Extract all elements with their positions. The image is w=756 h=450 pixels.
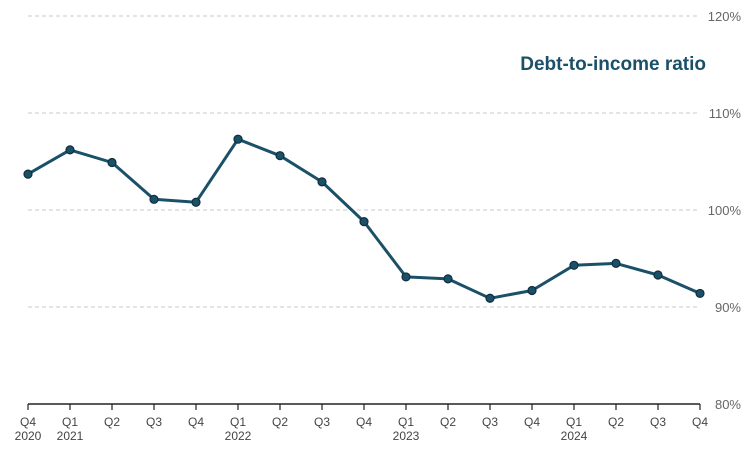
- x-year-label: 2023: [393, 429, 420, 443]
- x-tick-label: Q3: [650, 415, 666, 429]
- data-point: [275, 151, 285, 161]
- data-point: [191, 197, 201, 207]
- data-point: [611, 258, 621, 268]
- x-year-label: 2024: [561, 429, 588, 443]
- data-point: [527, 285, 537, 296]
- chart-title: Debt-to-income ratio: [520, 54, 706, 75]
- x-tick-label: Q2: [272, 415, 288, 429]
- y-tick-label: 80%: [715, 397, 741, 412]
- x-tick-label: Q4: [692, 415, 708, 429]
- data-point: [359, 217, 369, 227]
- x-year-label: 2021: [57, 429, 84, 443]
- data-point: [107, 157, 117, 168]
- y-tick-label: 120%: [708, 9, 742, 24]
- x-tick-label: Q1: [566, 415, 582, 429]
- x-tick-label: Q2: [440, 415, 456, 429]
- x-tick-label: Q4: [356, 415, 372, 429]
- x-tick-label: Q4: [188, 415, 204, 429]
- data-point: [233, 134, 243, 144]
- y-axis-labels: 80% 90% 100% 110% 120%: [708, 9, 742, 412]
- data-point: [653, 270, 663, 280]
- data-point: [317, 177, 327, 187]
- data-point: [23, 169, 33, 179]
- data-point: [569, 260, 579, 270]
- x-tick-label: Q1: [62, 415, 78, 429]
- y-tick-label: 100%: [708, 203, 742, 218]
- data-point: [485, 293, 495, 303]
- x-year-label: 2020: [15, 429, 42, 443]
- x-tick-label: Q4: [20, 415, 36, 429]
- data-point: [443, 274, 453, 284]
- x-tick-label: Q2: [104, 415, 120, 429]
- data-markers: [23, 134, 705, 303]
- data-point: [695, 288, 705, 299]
- x-tick-label: Q3: [482, 415, 498, 429]
- x-tick-label: Q2: [608, 415, 624, 429]
- x-tick-label: Q3: [314, 415, 330, 429]
- x-tick-label: Q1: [398, 415, 414, 429]
- data-point: [65, 145, 75, 155]
- y-tick-label: 90%: [715, 300, 741, 315]
- x-tick-label: Q1: [230, 415, 246, 429]
- x-year-label: 2022: [225, 429, 252, 443]
- data-point: [401, 272, 411, 282]
- x-tick-label: Q3: [146, 415, 162, 429]
- x-tick-label: Q4: [524, 415, 540, 429]
- y-tick-label: 110%: [709, 106, 742, 121]
- data-point: [149, 194, 159, 204]
- gridlines: [28, 15, 700, 308]
